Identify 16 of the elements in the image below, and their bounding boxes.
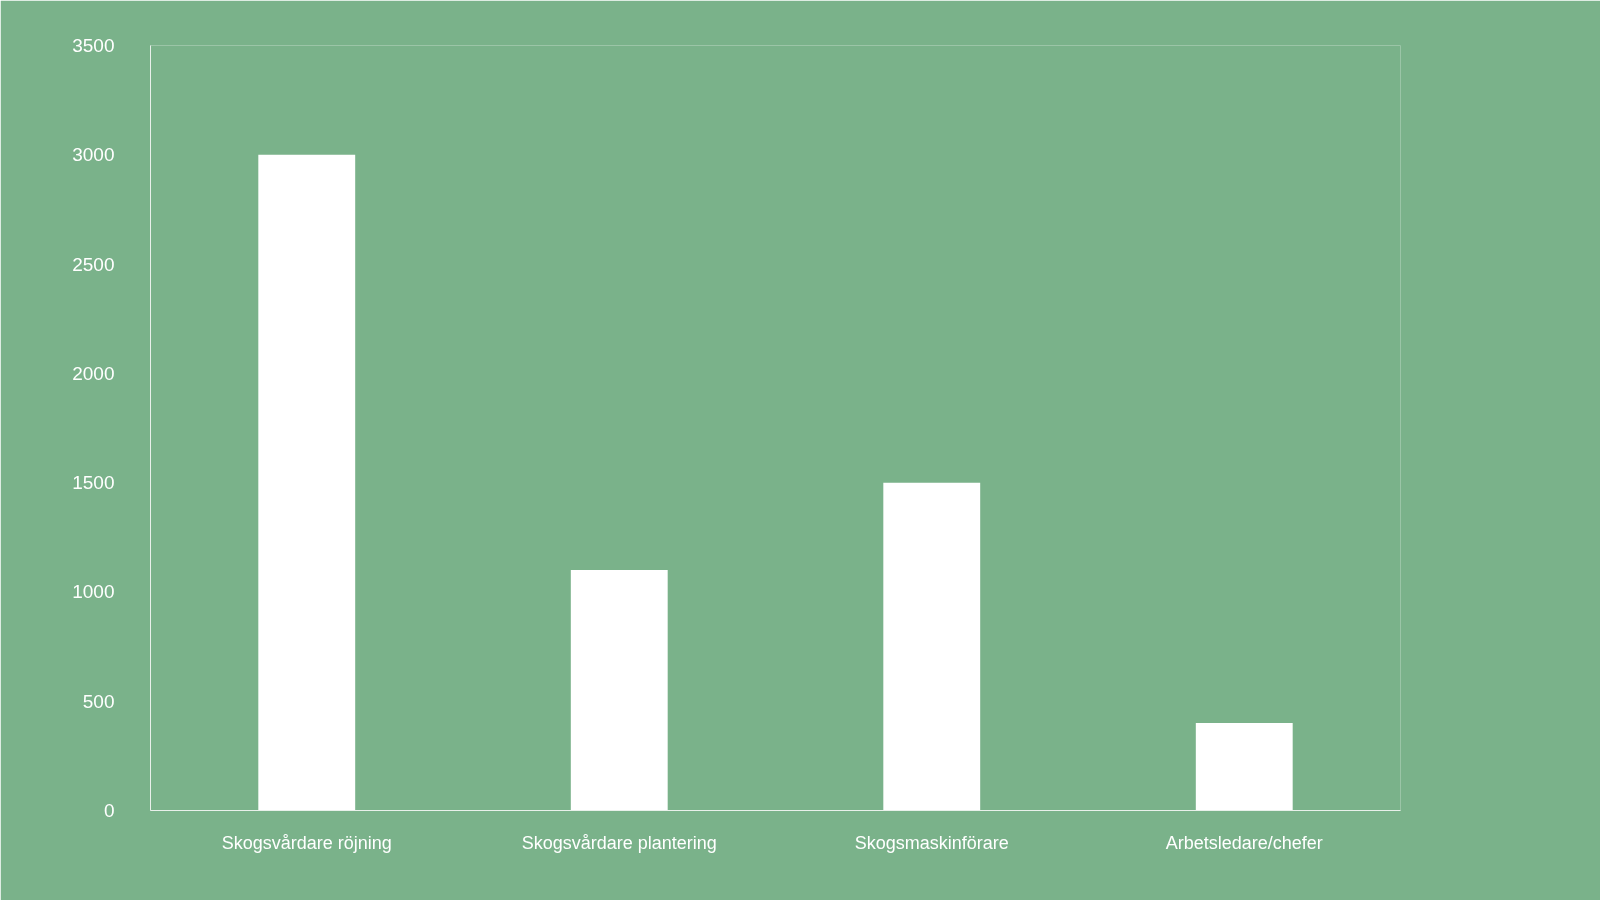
- y-tick-label: 2000: [72, 362, 115, 384]
- x-tick-label: Skogsmaskinförare: [854, 832, 1009, 853]
- bar: [258, 154, 356, 811]
- y-tick-label: 500: [82, 690, 115, 712]
- y-tick-label: 1000: [72, 581, 115, 603]
- bar: [570, 570, 668, 811]
- y-tick-label: 3000: [72, 144, 115, 166]
- y-tick-label: 3500: [72, 35, 115, 56]
- x-tick-label: Skogsvårdare röjning: [221, 832, 392, 853]
- y-tick-label: 0: [103, 800, 115, 821]
- x-tick-label: Skogsvårdare plantering: [521, 832, 717, 853]
- bar: [883, 482, 981, 811]
- x-tick-label: Arbetsledare/chefer: [1165, 832, 1323, 853]
- y-tick-label: 2500: [72, 253, 115, 275]
- bar: [1195, 723, 1293, 811]
- y-tick-label: 1500: [72, 472, 115, 494]
